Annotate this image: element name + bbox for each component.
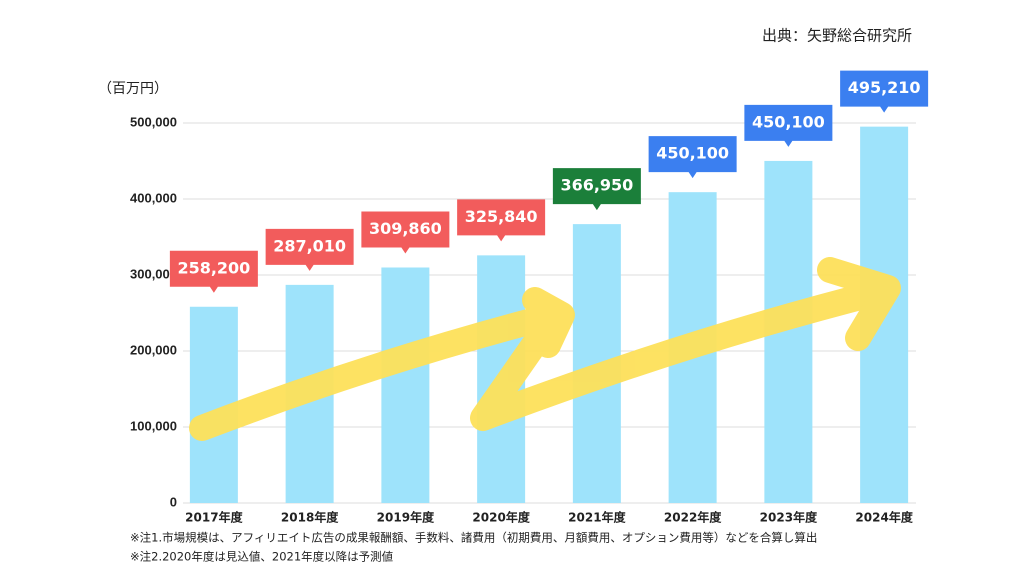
callout-box xyxy=(457,199,546,242)
note: ※注1.市場規模は、アフィリエイト広告の成果報酬額、手数料、諸費用（初期費用、月… xyxy=(130,531,817,545)
x-tick-label: 2020年度 xyxy=(472,510,530,525)
y-tick-label: 0 xyxy=(170,494,177,509)
decorative-arrow xyxy=(189,257,901,441)
y-tick-label: 400,000 xyxy=(130,190,177,205)
y-tick-label: 100,000 xyxy=(130,418,177,433)
callout-box xyxy=(169,250,258,293)
y-tick-label: 200,000 xyxy=(130,342,177,357)
callout-box xyxy=(744,104,833,147)
callout-label: 495,210 xyxy=(848,78,921,97)
callout-box xyxy=(265,228,354,271)
callout-box xyxy=(552,168,641,211)
callout-label: 325,840 xyxy=(465,207,538,226)
callout-label: 258,200 xyxy=(177,258,250,277)
callout-label: 309,860 xyxy=(369,219,442,238)
x-tick-label: 2017年度 xyxy=(185,510,243,525)
callout-box xyxy=(840,70,929,113)
x-tick-label: 2023年度 xyxy=(760,510,818,525)
callout-label: 450,100 xyxy=(656,144,729,163)
callout-label: 366,950 xyxy=(560,176,633,195)
y-unit: （百万円） xyxy=(98,81,168,97)
x-tick-label: 2021年度 xyxy=(568,510,626,525)
callout-box xyxy=(361,211,450,254)
bar xyxy=(381,267,430,503)
x-tick-label: 2019年度 xyxy=(377,510,435,525)
callout-label: 287,010 xyxy=(273,236,346,255)
source: 出典：矢野総合研究所 xyxy=(762,27,912,45)
x-tick-label: 2018年度 xyxy=(281,510,339,525)
x-tick-label: 2024年度 xyxy=(855,510,913,525)
callout-label: 450,100 xyxy=(752,112,825,131)
note: ※注2.2020年度は見込値、2021年度以降は予測値 xyxy=(130,550,394,564)
y-tick-label: 300,000 xyxy=(130,266,177,281)
callout-box xyxy=(648,136,737,179)
y-tick-label: 500,000 xyxy=(130,114,177,129)
x-tick-label: 2022年度 xyxy=(664,510,722,525)
